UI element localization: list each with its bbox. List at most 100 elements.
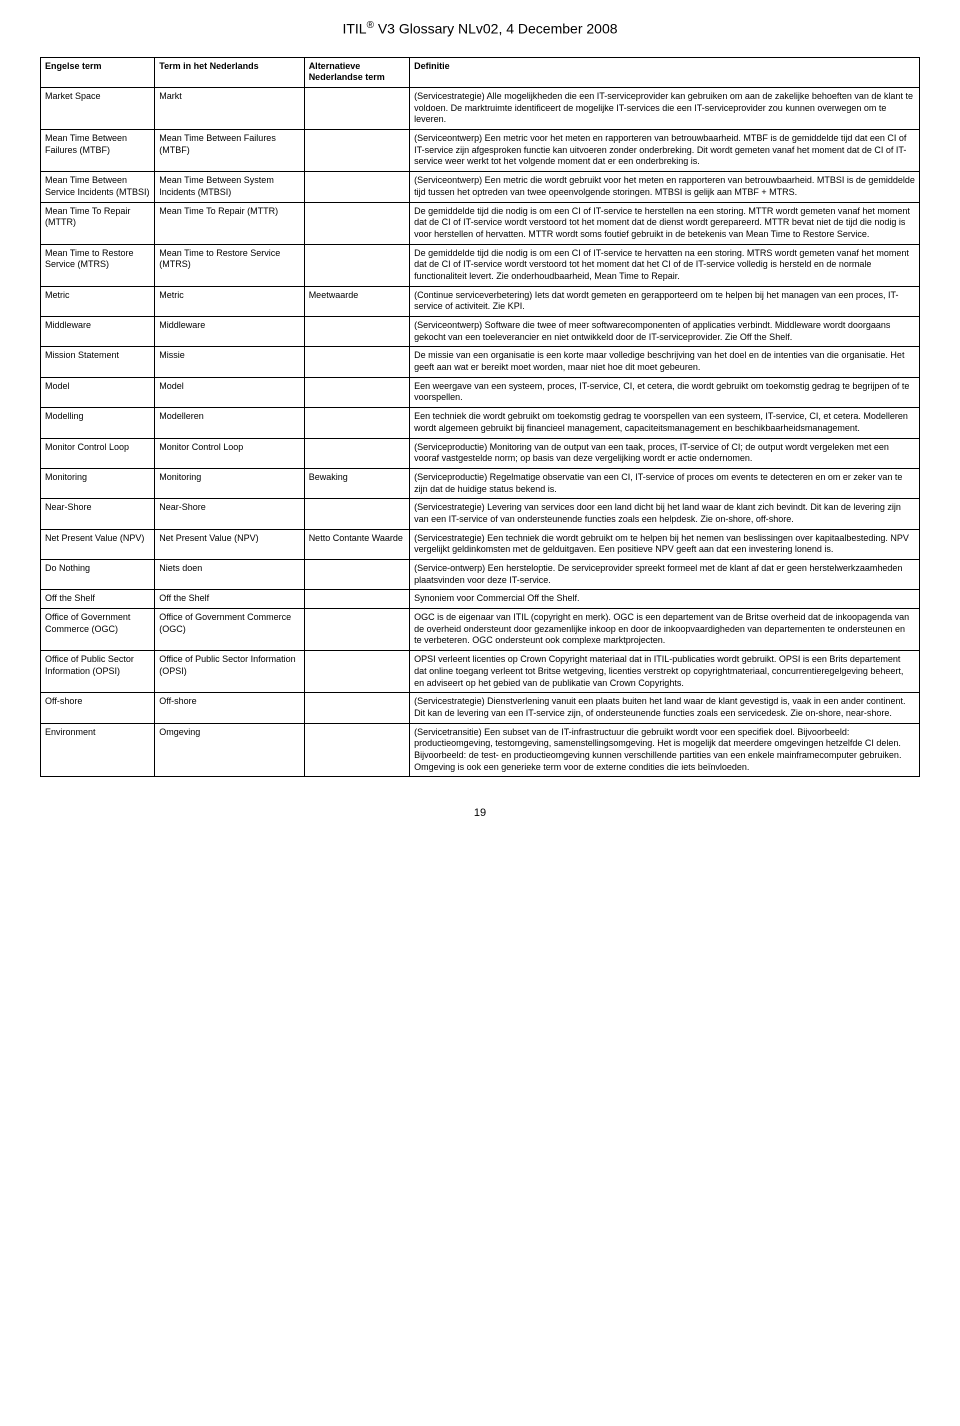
cell-alt: Netto Contante Waarde	[304, 529, 409, 559]
cell-nl: Niets doen	[155, 560, 304, 590]
cell-en: Mean Time Between Service Incidents (MTB…	[41, 172, 155, 202]
cell-alt	[304, 438, 409, 468]
cell-def: (Servicestrategie) Dienstverlening vanui…	[410, 693, 920, 723]
cell-alt	[304, 347, 409, 377]
cell-alt	[304, 499, 409, 529]
table-row: MetricMetricMeetwaarde(Continue servicev…	[41, 286, 920, 316]
table-row: MiddlewareMiddleware (Serviceontwerp) Sof…	[41, 317, 920, 347]
cell-alt	[304, 693, 409, 723]
cell-def: De gemiddelde tijd die nodig is om een C…	[410, 202, 920, 244]
cell-nl: Monitor Control Loop	[155, 438, 304, 468]
page-number: 19	[40, 807, 920, 819]
cell-alt	[304, 317, 409, 347]
cell-def: (Servicestrategie) Een techniek die word…	[410, 529, 920, 559]
cell-nl: Modelleren	[155, 408, 304, 438]
cell-def: Synoniem voor Commercial Off the Shelf.	[410, 590, 920, 609]
cell-def: (Servicestrategie) Alle mogelijkheden di…	[410, 88, 920, 130]
cell-en: Modelling	[41, 408, 155, 438]
header-row: Engelse term Term in het Nederlands Alte…	[41, 57, 920, 87]
cell-en: Middleware	[41, 317, 155, 347]
table-row: Mean Time Between Service Incidents (MTB…	[41, 172, 920, 202]
cell-nl: Off-shore	[155, 693, 304, 723]
cell-en: Monitor Control Loop	[41, 438, 155, 468]
title-prefix: ITIL	[342, 21, 366, 37]
cell-alt	[304, 590, 409, 609]
cell-nl: Near-Shore	[155, 499, 304, 529]
cell-def: (Serviceontwerp) Software die twee of me…	[410, 317, 920, 347]
cell-nl: Mean Time Between System Incidents (MTBS…	[155, 172, 304, 202]
cell-en: Metric	[41, 286, 155, 316]
table-row: Monitor Control LoopMonitor Control Loop…	[41, 438, 920, 468]
table-row: MonitoringMonitoringBewaking(Serviceprod…	[41, 468, 920, 498]
table-row: Near-ShoreNear-Shore (Servicestrategie) L…	[41, 499, 920, 529]
cell-en: Net Present Value (NPV)	[41, 529, 155, 559]
cell-alt: Meetwaarde	[304, 286, 409, 316]
table-row: EnvironmentOmgeving (Servicetransitie) Ee…	[41, 723, 920, 777]
cell-def: Een techniek die wordt gebruikt om toeko…	[410, 408, 920, 438]
cell-en: Model	[41, 377, 155, 407]
cell-def: (Serviceontwerp) Een metric die wordt ge…	[410, 172, 920, 202]
table-row: ModelModel Een weergave van een systeem, …	[41, 377, 920, 407]
cell-nl: Metric	[155, 286, 304, 316]
registered-mark: ®	[367, 20, 374, 31]
cell-alt	[304, 244, 409, 286]
cell-en: Mean Time to Restore Service (MTRS)	[41, 244, 155, 286]
table-row: Do NothingNiets doen(Service-ontwerp) Ee…	[41, 560, 920, 590]
cell-def: (Servicestrategie) Levering van services…	[410, 499, 920, 529]
cell-en: Office of Government Commerce (OGC)	[41, 609, 155, 651]
cell-nl: Middleware	[155, 317, 304, 347]
cell-nl: Markt	[155, 88, 304, 130]
cell-en: Near-Shore	[41, 499, 155, 529]
cell-def: OPSI verleent licenties op Crown Copyrig…	[410, 651, 920, 693]
cell-nl: Mean Time to Restore Service (MTRS)	[155, 244, 304, 286]
cell-nl: Mean Time To Repair (MTTR)	[155, 202, 304, 244]
cell-en: Environment	[41, 723, 155, 777]
cell-nl: Monitoring	[155, 468, 304, 498]
cell-en: Monitoring	[41, 468, 155, 498]
title-suffix: V3 Glossary NLv02, 4 December 2008	[374, 21, 618, 37]
cell-alt	[304, 408, 409, 438]
cell-def: (Service-ontwerp) Een hersteloptie. De s…	[410, 560, 920, 590]
cell-en: Office of Public Sector Information (OPS…	[41, 651, 155, 693]
cell-nl: Model	[155, 377, 304, 407]
cell-en: Market Space	[41, 88, 155, 130]
cell-def: De gemiddelde tijd die nodig is om een C…	[410, 244, 920, 286]
table-row: Mean Time To Repair (MTTR)Mean Time To R…	[41, 202, 920, 244]
cell-en: Mission Statement	[41, 347, 155, 377]
table-row: Mission StatementMissieDe missie van een…	[41, 347, 920, 377]
cell-alt	[304, 202, 409, 244]
cell-nl: Office of Government Commerce (OGC)	[155, 609, 304, 651]
cell-def: OGC is de eigenaar van ITIL (copyright e…	[410, 609, 920, 651]
cell-en: Mean Time To Repair (MTTR)	[41, 202, 155, 244]
table-row: Mean Time Between Failures (MTBF)Mean Ti…	[41, 130, 920, 172]
cell-def: (Serviceontwerp) Een metric voor het met…	[410, 130, 920, 172]
page-title: ITIL® V3 Glossary NLv02, 4 December 2008	[40, 20, 920, 37]
cell-en: Off the Shelf	[41, 590, 155, 609]
header-english: Engelse term	[41, 57, 155, 87]
cell-en: Mean Time Between Failures (MTBF)	[41, 130, 155, 172]
cell-def: (Servicetransitie) Een subset van de IT-…	[410, 723, 920, 777]
cell-alt	[304, 88, 409, 130]
cell-nl: Off the Shelf	[155, 590, 304, 609]
header-def: Definitie	[410, 57, 920, 87]
header-alt: Alternatieve Nederlandse term	[304, 57, 409, 87]
cell-alt	[304, 609, 409, 651]
cell-nl: Omgeving	[155, 723, 304, 777]
cell-def: Een weergave van een systeem, proces, IT…	[410, 377, 920, 407]
cell-alt	[304, 172, 409, 202]
glossary-table: Engelse term Term in het Nederlands Alte…	[40, 57, 920, 778]
cell-def: (Serviceproductie) Monitoring van de out…	[410, 438, 920, 468]
header-dutch: Term in het Nederlands	[155, 57, 304, 87]
cell-nl: Mean Time Between Failures (MTBF)	[155, 130, 304, 172]
cell-alt	[304, 723, 409, 777]
cell-def: (Continue serviceverbetering) Iets dat w…	[410, 286, 920, 316]
table-row: Off-shoreOff-shore(Servicestrategie) Die…	[41, 693, 920, 723]
cell-alt	[304, 560, 409, 590]
cell-alt	[304, 377, 409, 407]
cell-def: (Serviceproductie) Regelmatige observati…	[410, 468, 920, 498]
cell-nl: Office of Public Sector Information (OPS…	[155, 651, 304, 693]
table-row: Mean Time to Restore Service (MTRS)Mean …	[41, 244, 920, 286]
cell-nl: Missie	[155, 347, 304, 377]
cell-nl: Net Present Value (NPV)	[155, 529, 304, 559]
table-row: Office of Public Sector Information (OPS…	[41, 651, 920, 693]
